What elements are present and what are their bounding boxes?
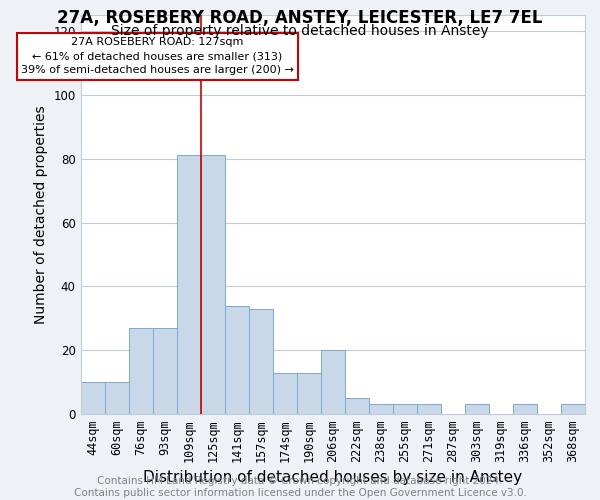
Bar [369, 404, 393, 414]
Bar [417, 404, 441, 414]
Bar [128, 328, 152, 414]
Bar [465, 404, 489, 414]
Text: 27A, ROSEBERY ROAD, ANSTEY, LEICESTER, LE7 7EL: 27A, ROSEBERY ROAD, ANSTEY, LEICESTER, L… [57, 9, 543, 27]
Bar [152, 328, 176, 414]
Bar [225, 306, 249, 414]
Bar [249, 308, 273, 414]
Bar [513, 404, 537, 414]
X-axis label: Distribution of detached houses by size in Anstey: Distribution of detached houses by size … [143, 470, 523, 485]
Bar [200, 156, 225, 414]
Text: Size of property relative to detached houses in Anstey: Size of property relative to detached ho… [111, 24, 489, 38]
Bar [80, 382, 104, 414]
Bar [321, 350, 345, 414]
Bar [273, 372, 297, 414]
Bar [561, 404, 585, 414]
Text: 27A ROSEBERY ROAD: 127sqm
← 61% of detached houses are smaller (313)
39% of semi: 27A ROSEBERY ROAD: 127sqm ← 61% of detac… [21, 38, 294, 76]
Bar [345, 398, 369, 414]
Bar [104, 382, 128, 414]
Bar [393, 404, 417, 414]
Text: Contains HM Land Registry data © Crown copyright and database right 2024.
Contai: Contains HM Land Registry data © Crown c… [74, 476, 526, 498]
Bar [297, 372, 321, 414]
Bar [176, 156, 200, 414]
Y-axis label: Number of detached properties: Number of detached properties [34, 105, 48, 324]
